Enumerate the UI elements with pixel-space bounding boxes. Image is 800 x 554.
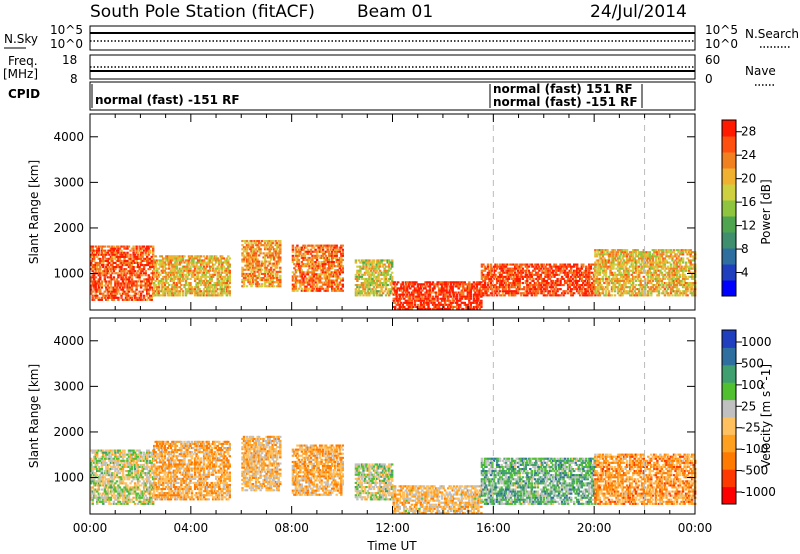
power-echoes [90, 240, 697, 310]
power-colorbar-segment [722, 168, 736, 185]
power-ytick-label: 3000 [53, 175, 84, 189]
velocity-colorbar-label: Velocity [m s^-1] [759, 364, 773, 468]
time-tick-label: 12:00 [375, 521, 410, 535]
power-colorbar-segment [722, 232, 736, 249]
nsky-tick-bottom: 10^0 [50, 37, 83, 51]
nsky-tick-top: 10^5 [50, 23, 83, 37]
velocity-colorbar-segment [722, 382, 736, 401]
nsearch-label: N.Search [745, 27, 799, 41]
time-tick-label: 08:00 [274, 521, 309, 535]
power-colorbar-segment [722, 200, 736, 217]
velocity-yticks: 1000 2000 3000 4000 [53, 334, 695, 485]
power-colorbar-tick-label: 28 [741, 125, 756, 139]
power-yticks: 1000 2000 3000 4000 [53, 130, 695, 281]
velocity-colorbar-tick-label: 25 [741, 399, 756, 413]
power-colorbar-tick-label: 12 [741, 219, 756, 233]
power-ytick-label: 1000 [53, 267, 84, 281]
velocity-colorbar-tick-label: -500 [741, 464, 768, 478]
velocity-ytick-label: 4000 [53, 334, 84, 348]
nsearch-tick-top: 10^5 [705, 23, 738, 37]
velocity-colorbar-tick-label: -1000 [741, 485, 776, 499]
time-tick-label: 16:00 [476, 521, 511, 535]
power-colorbar-segment [722, 280, 736, 297]
cpid-entry-2: normal (fast) 151 RF [493, 82, 633, 96]
nsky-label: N.Sky [4, 32, 38, 46]
nave-tick-bottom: 0 [705, 72, 713, 86]
velocity-colorbar: 1000 500 100 25 -25 -100 -500 -1000 Velocity [m… [721, 329, 776, 505]
velocity-panel: 1000 2000 3000 4000 00:00 04:00 08:00 12:00 16:… [27, 317, 713, 553]
power-panel: 1000 2000 3000 4000 Slant Range [km] [27, 113, 697, 311]
velocity-colorbar-segment [722, 364, 736, 383]
freq-unit: [MHz] [3, 67, 38, 81]
power-colorbar-tick-label: 24 [741, 148, 756, 162]
velocity-colorbar-tick-label: 1000 [741, 335, 772, 349]
cpid-panel: CPID normal (fast) -151 RF normal (fast)… [8, 81, 696, 111]
freq-tick-top: 18 [62, 53, 77, 67]
power-colorbar-tick-label: 4 [741, 266, 749, 280]
freq-panel: Freq. [MHz] 18 8 60 0 Nave [3, 53, 776, 86]
power-ylabel: Slant Range [km] [27, 160, 41, 264]
power-colorbar-segment [722, 184, 736, 201]
nave-label: Nave [745, 64, 776, 78]
power-colorbar: 4 8 12 16 20 24 28 Power [dB] [721, 119, 773, 297]
cpid-label: CPID [8, 87, 40, 101]
date-label: 24/Jul/2014 [590, 2, 687, 22]
velocity-ytick-label: 2000 [53, 425, 84, 439]
velocity-colorbar-tick-label: -100 [741, 442, 768, 456]
power-colorbar-segment [722, 248, 736, 265]
power-colorbar-segment [722, 120, 736, 137]
power-colorbar-tick-label: 8 [741, 242, 749, 256]
cpid-entry-3: normal (fast) -151 RF [493, 95, 638, 109]
power-ytick-label: 2000 [53, 221, 84, 235]
power-colorbar-tick-label: 20 [741, 172, 756, 186]
time-tick-label: 20:00 [577, 521, 612, 535]
velocity-ylabel: Slant Range [km] [27, 364, 41, 468]
freq-tick-bottom: 8 [70, 72, 78, 86]
power-colorbar-segment [722, 152, 736, 169]
velocity-colorbar-segment [722, 486, 736, 505]
station-title: South Pole Station (fitACF) [90, 2, 315, 22]
power-ytick-label: 4000 [53, 130, 84, 144]
velocity-ytick-label: 3000 [53, 379, 84, 393]
nsky-panel: N.Sky 10^5 10^0 10^5 10^0 N.Search [4, 23, 799, 51]
nave-tick-top: 60 [705, 53, 720, 67]
cpid-entry-1: normal (fast) -151 RF [95, 93, 240, 107]
time-tick-label: 00:00 [678, 521, 713, 535]
velocity-colorbar-tick-label: -25 [741, 421, 761, 435]
power-colorbar-segment [722, 264, 736, 281]
velocity-colorbar-segment [722, 469, 736, 488]
power-xticks [89, 114, 696, 310]
velocity-colorbar-segment [722, 347, 736, 366]
velocity-colorbar-segment [722, 417, 736, 435]
velocity-colorbar-segment [722, 434, 736, 453]
velocity-ytick-label: 1000 [53, 471, 84, 485]
power-colorbar-tick-label: 16 [741, 195, 756, 209]
power-colorbar-label: Power [dB] [759, 179, 773, 244]
velocity-colorbar-tick-label: 100 [741, 378, 764, 392]
beam-label: Beam 01 [357, 2, 433, 22]
velocity-colorbar-segment [722, 451, 736, 470]
time-axis-label: Time UT [366, 539, 417, 553]
power-colorbar-segment [722, 136, 736, 153]
velocity-xticks: 00:00 04:00 08:00 12:00 16:00 20:00 00:00 [73, 318, 713, 535]
velocity-colorbar-segment [722, 330, 736, 348]
time-tick-label: 04:00 [174, 521, 209, 535]
velocity-colorbar-tick-label: 500 [741, 356, 764, 370]
freq-label: Freq. [8, 54, 38, 68]
time-tick-label: 00:00 [73, 521, 108, 535]
power-colorbar-segment [722, 216, 736, 233]
nsearch-tick-bottom: 10^0 [705, 37, 738, 51]
velocity-echoes [90, 435, 697, 514]
velocity-colorbar-segment [722, 399, 736, 418]
